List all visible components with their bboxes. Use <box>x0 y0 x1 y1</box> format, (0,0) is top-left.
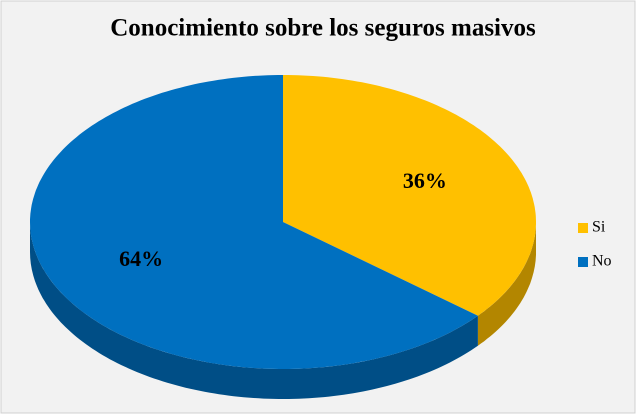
legend-label: No <box>592 253 612 270</box>
pie-slice <box>283 75 536 316</box>
pie-side <box>477 222 536 346</box>
legend-swatch <box>578 257 588 267</box>
data-label: 64% <box>119 246 163 271</box>
pie-side <box>30 222 478 399</box>
chart-title: Conocimiento sobre los seguros masivos <box>110 15 536 42</box>
pie-slice <box>30 75 478 369</box>
data-label: 36% <box>403 168 447 193</box>
legend-label: Si <box>592 219 606 236</box>
legend-swatch <box>578 223 588 233</box>
